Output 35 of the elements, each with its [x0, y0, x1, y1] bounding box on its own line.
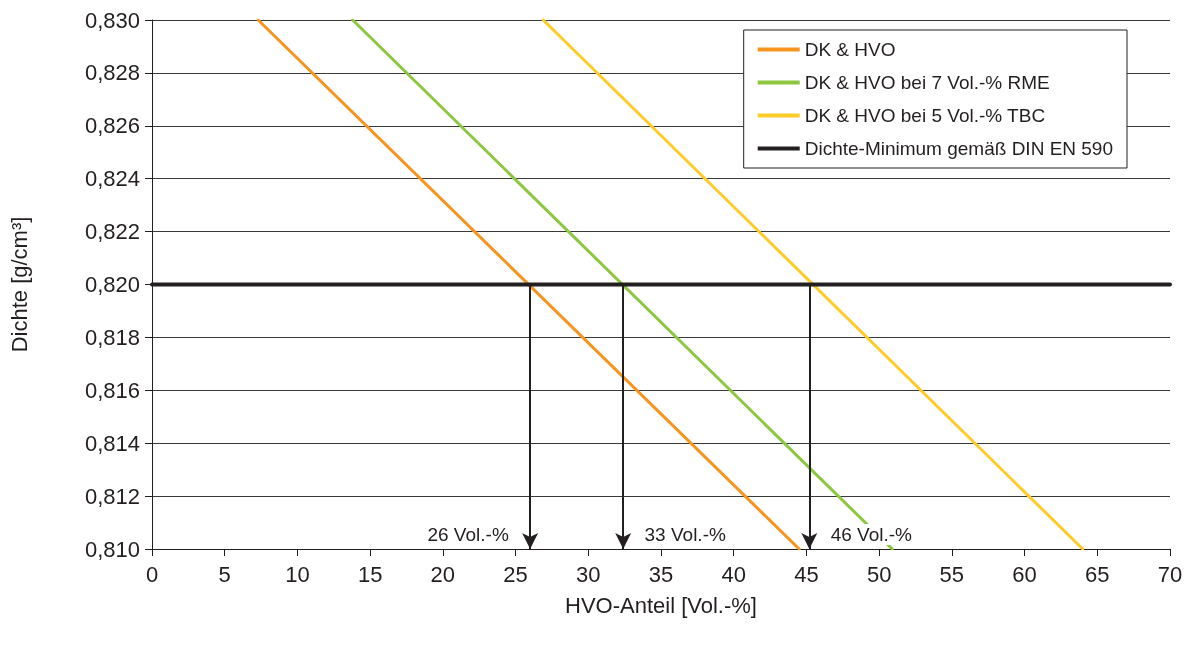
y-tick-label: 0,826 — [84, 113, 140, 139]
x-tick-label: 60 — [1012, 561, 1037, 587]
y-tick-label: 0,818 — [84, 324, 140, 350]
x-tick-label: 45 — [794, 561, 819, 587]
x-tick-label: 55 — [939, 561, 965, 587]
y-tick-label: 0,822 — [84, 219, 140, 245]
y-tick-label: 0,812 — [84, 483, 140, 509]
x-tick-label: 30 — [576, 561, 601, 587]
legend-label: DK & HVO bei 5 Vol.-% TBC — [804, 105, 1046, 126]
x-tick-label: 15 — [357, 561, 383, 587]
legend-label: DK & HVO — [804, 39, 896, 60]
x-tick-label: 10 — [285, 561, 310, 587]
annotation: 26 Vol.-% — [427, 524, 509, 545]
y-axis-title: Dichte [g/cm³] — [6, 216, 32, 353]
y-tick-label: 0,830 — [84, 7, 140, 33]
x-tick-label: 20 — [430, 561, 456, 587]
y-tick-label: 0,820 — [84, 272, 140, 297]
y-tick-label: 0,814 — [84, 430, 140, 456]
legend-label: DK & HVO bei 7 Vol.-% RME — [804, 72, 1050, 93]
x-tick-label: 35 — [648, 561, 674, 587]
y-tick-label: 0,824 — [84, 166, 140, 192]
y-tick-label: 0,810 — [84, 536, 140, 562]
annotation: 46 Vol.-% — [830, 524, 913, 545]
x-tick-label: 70 — [1157, 561, 1183, 587]
x-tick-label: 0 — [145, 561, 159, 587]
legend-label: Dichte-Minimum gemäß DIN EN 590 — [804, 138, 1114, 159]
x-tick-label: 40 — [721, 561, 746, 587]
x-axis-title: HVO-Anteil [Vol.-%] — [565, 592, 757, 618]
x-tick-label: 5 — [218, 561, 231, 587]
x-tick-label: 25 — [503, 561, 528, 587]
annotation: 33 Vol.-% — [644, 524, 726, 545]
y-tick-label: 0,816 — [84, 377, 140, 403]
y-tick-label: 0,828 — [84, 60, 140, 86]
x-tick-label: 50 — [866, 561, 892, 587]
x-tick-label: 65 — [1085, 561, 1110, 587]
